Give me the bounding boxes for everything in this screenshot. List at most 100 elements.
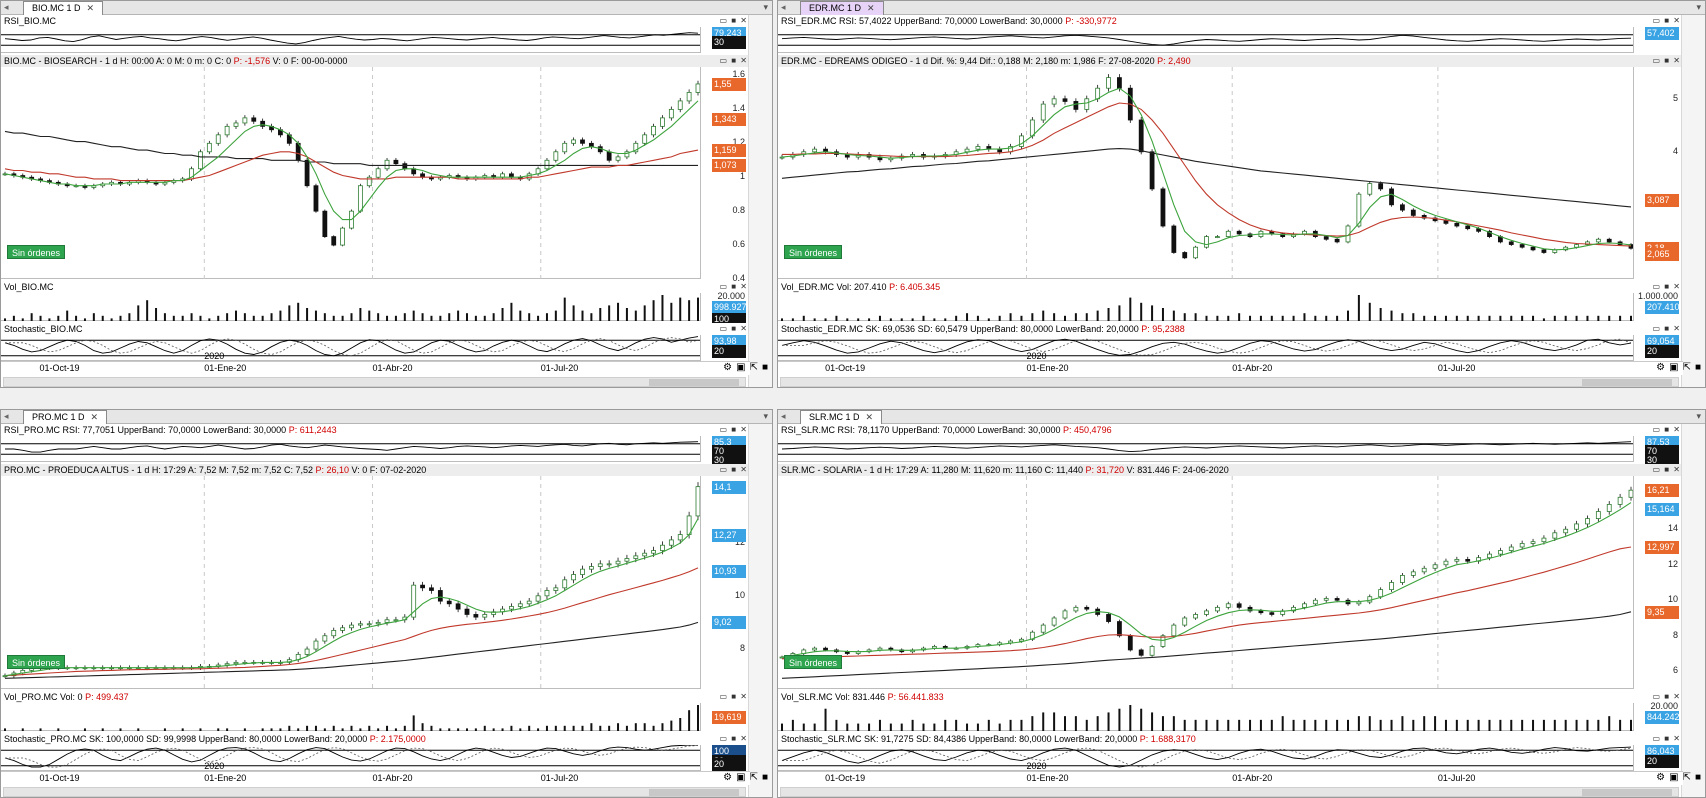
settings-icon[interactable]: ⚙: [723, 772, 733, 783]
volume-bar: [101, 728, 104, 731]
candle: [606, 151, 612, 161]
stop-icon[interactable]: ■: [761, 362, 768, 373]
orders-status-badge[interactable]: Sin órdenes: [784, 245, 843, 259]
pin-icon[interactable]: ⇱: [1682, 772, 1691, 783]
orders-status-badge[interactable]: Sin órdenes: [7, 655, 66, 669]
chart-tab[interactable]: BIO.MC 1 D ✕: [23, 1, 104, 15]
pin-icon[interactable]: ⇱: [749, 772, 758, 783]
tab-scroll-left-icon[interactable]: ◂: [781, 411, 786, 421]
panel-controls-icon[interactable]: ▭ ■ ✕: [1652, 425, 1681, 434]
volume-bar: [1608, 315, 1611, 321]
pin-icon[interactable]: ⇱: [1682, 362, 1691, 373]
scrollbar-thumb[interactable]: [649, 789, 739, 796]
candle: [1204, 236, 1209, 248]
close-icon[interactable]: ✕: [867, 3, 875, 13]
price-value-badge: 1,073: [712, 158, 746, 172]
horizontal-scrollbar[interactable]: [3, 787, 746, 797]
stochastic-value-badge: 93,98: [712, 335, 746, 348]
horizontal-scrollbar[interactable]: [780, 377, 1679, 387]
candle: [1574, 244, 1579, 248]
volume-bar: [1477, 719, 1480, 731]
close-icon[interactable]: ✕: [86, 3, 95, 13]
orders-status-badge[interactable]: Sin órdenes: [784, 655, 843, 669]
rsi-title: RSI_BIO.MC ▭ ■ ✕: [1, 15, 748, 27]
candle: [1497, 550, 1503, 555]
close-icon[interactable]: ✕: [865, 412, 874, 422]
panel-controls-icon[interactable]: ▭ ■ ✕: [1652, 324, 1681, 333]
panel-controls-icon[interactable]: ▭ ■ ✕: [1652, 692, 1681, 701]
save-icon[interactable]: ▣: [736, 362, 746, 373]
volume-bar: [137, 728, 140, 731]
panel-controls-icon[interactable]: ▭ ■ ✕: [1652, 734, 1681, 743]
vol-title: Vol_PRO.MC Vol: 0 P: 499.437 ▭ ■ ✕: [1, 691, 748, 703]
candle: [1530, 246, 1536, 251]
chart-tab[interactable]: SLR.MC 1 D ✕: [800, 410, 883, 424]
stochastic-chart: [778, 746, 1635, 768]
tab-scroll-left-icon[interactable]: ◂: [4, 411, 9, 421]
volume-bar: [1205, 315, 1208, 321]
close-icon[interactable]: ✕: [90, 412, 99, 422]
volume-bar: [350, 313, 353, 321]
panel-controls-icon[interactable]: ▭ ■ ✕: [1652, 465, 1681, 474]
price-value-badge: 2,065: [1645, 248, 1679, 262]
stop-icon[interactable]: ■: [761, 772, 768, 783]
panel-controls-icon[interactable]: ▭ ■ ✕: [719, 282, 748, 291]
stochastic-k-line: [781, 746, 1632, 768]
tab-label: BIO.MC 1 D: [32, 3, 81, 13]
scrollbar-thumb[interactable]: [1582, 379, 1672, 386]
panel-controls-icon[interactable]: ▭ ■ ✕: [719, 16, 748, 25]
panel-controls-icon[interactable]: ▭ ■ ✕: [719, 324, 748, 333]
scrollbar-thumb[interactable]: [1582, 789, 1672, 796]
price-value-badge: 9,35: [1645, 605, 1679, 619]
save-icon[interactable]: ▣: [736, 772, 746, 783]
panel-label: BIO.MC - BIOSEARCH - 1 d H: 00:00 A: 0 M…: [4, 56, 232, 66]
tab-menu-icon[interactable]: ▾: [1696, 411, 1701, 421]
stochastic-k-line: [4, 745, 698, 768]
save-icon[interactable]: ▣: [1669, 362, 1679, 373]
ma-slow-line: [4, 130, 698, 166]
panel-controls-icon[interactable]: ▭ ■ ✕: [719, 692, 748, 701]
stochastic-value-badge: 69,054: [1645, 335, 1679, 348]
tab-menu-icon[interactable]: ▾: [763, 411, 768, 421]
chart-tab[interactable]: EDR.MC 1 D ✕: [800, 1, 884, 15]
volume-bar: [944, 318, 947, 321]
stop-icon[interactable]: ■: [1694, 362, 1701, 373]
x-tick-label: 01-Abr-20: [1232, 363, 1273, 373]
tab-scroll-left-icon[interactable]: ◂: [781, 2, 786, 12]
panel-controls-icon[interactable]: ▭ ■ ✕: [1652, 282, 1681, 291]
date-axis: 01-Oct-19 01-Ene-20 01-Abr-20 01-Jul-20 2020: [1, 761, 750, 785]
tab-menu-icon[interactable]: ▾: [763, 2, 768, 12]
panel-controls-icon[interactable]: ▭ ■ ✕: [719, 734, 748, 743]
stop-icon[interactable]: ■: [1694, 772, 1701, 783]
volume-bar: [1281, 716, 1284, 731]
y-tick-label: 14: [1667, 523, 1678, 534]
volume-bar: [501, 728, 504, 731]
settings-icon[interactable]: ⚙: [1656, 362, 1666, 373]
volume-bar: [492, 313, 495, 321]
horizontal-scrollbar[interactable]: [780, 787, 1679, 797]
volume-bar: [208, 318, 211, 321]
tab-menu-icon[interactable]: ▾: [1696, 2, 1701, 12]
settings-icon[interactable]: ⚙: [1656, 772, 1666, 783]
volume-bar: [1194, 313, 1197, 321]
settings-icon[interactable]: ⚙: [723, 362, 733, 373]
candle: [224, 125, 230, 136]
panel-controls-icon[interactable]: ▭ ■ ✕: [719, 425, 748, 434]
chart-tab[interactable]: PRO.MC 1 D ✕: [23, 410, 108, 424]
panel-controls-icon[interactable]: ▭ ■ ✕: [719, 56, 748, 65]
price-value-badge: 12,997: [1645, 541, 1679, 555]
panel-controls-icon[interactable]: ▭ ■ ✕: [719, 465, 748, 474]
save-icon[interactable]: ▣: [1669, 772, 1679, 783]
scrollbar-thumb[interactable]: [649, 379, 739, 386]
volume-bar: [1477, 315, 1480, 321]
orders-status-badge[interactable]: Sin órdenes: [7, 245, 66, 259]
candle: [1073, 606, 1079, 612]
volume-bar: [1096, 716, 1099, 731]
panel-controls-icon[interactable]: ▭ ■ ✕: [1652, 16, 1681, 25]
tab-scroll-left-icon[interactable]: ◂: [4, 2, 9, 12]
panel-controls-icon[interactable]: ▭ ■ ✕: [1652, 56, 1681, 65]
horizontal-scrollbar[interactable]: [3, 377, 746, 387]
panel-label: RSI_SLR.MC RSI: 78,1170 UpperBand: 70,00…: [781, 425, 1061, 435]
volume-bar: [235, 310, 237, 321]
pin-icon[interactable]: ⇱: [749, 362, 758, 373]
